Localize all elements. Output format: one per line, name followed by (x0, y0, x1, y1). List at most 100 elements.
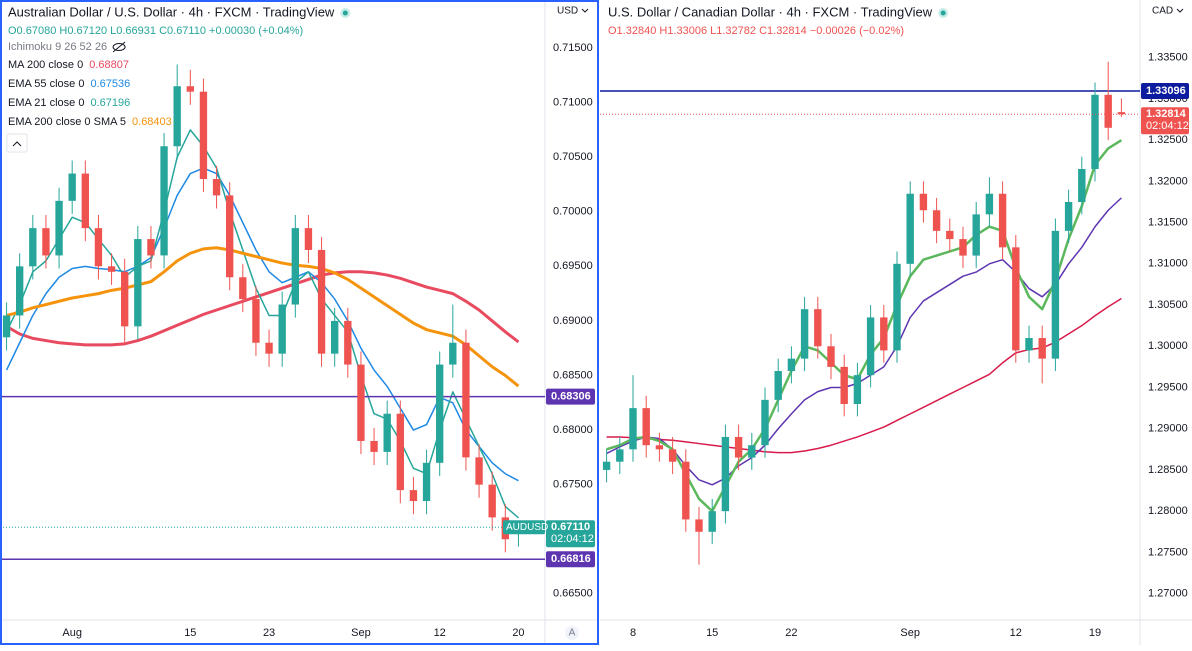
auto-button[interactable]: A (569, 628, 576, 639)
candle-body (2, 315, 11, 338)
chart-title: Australian Dollar / U.S. Dollar · 4h · F… (8, 4, 335, 19)
ma-line (5, 129, 519, 519)
ohlc-readout: O1.32840 H1.33006 L1.32782 C1.32814 −0.0… (608, 25, 904, 37)
candle-body (199, 91, 208, 180)
x-tick-label: 22 (785, 627, 797, 639)
candle-body (396, 413, 404, 491)
candle-body (840, 366, 848, 404)
candle-body (1078, 169, 1086, 202)
y-tick-label: 0.67500 (553, 479, 593, 491)
candle-body (488, 484, 496, 518)
last-price-tag (1141, 107, 1189, 135)
indicator-legend: Ichimoku 9 26 52 26 (8, 41, 107, 53)
x-tick-label: 19 (1089, 627, 1101, 639)
candle-body (147, 239, 155, 256)
candle-body (409, 490, 418, 502)
y-tick-label: 1.29500 (1148, 381, 1188, 393)
series-legend-name: MA 200 close 0 (8, 59, 83, 71)
x-tick-label: 12 (434, 627, 446, 639)
countdown-label: 02:04:12 (1146, 120, 1189, 132)
candle-body (602, 461, 611, 470)
candle-body (107, 266, 116, 272)
candle-body (422, 462, 431, 502)
candle-body (616, 449, 624, 462)
candle-body (344, 320, 352, 365)
candle-body (331, 320, 339, 354)
candle-body (94, 228, 103, 267)
y-tick-label: 1.27000 (1148, 588, 1188, 600)
horizontal-line-tag (546, 551, 595, 568)
candle-body (1038, 338, 1046, 359)
candle-body (42, 228, 50, 256)
candle-body (252, 299, 260, 343)
candle-body (748, 445, 756, 458)
symbol-tag (503, 520, 545, 535)
candle-body (998, 193, 1007, 248)
y-tick-label: 1.33500 (1148, 52, 1188, 64)
active-pane-border (0, 0, 599, 645)
candle-body (932, 210, 941, 231)
ma-line (6, 246, 520, 388)
candle-body (462, 342, 470, 458)
currency-label: USD (557, 6, 578, 17)
candle-body (866, 317, 875, 376)
series-legend-name: EMA 200 close 0 SMA 5 (8, 116, 126, 128)
candle-body (265, 342, 273, 354)
currency-chevron (581, 8, 589, 13)
ma-line (5, 167, 519, 482)
candle-body (906, 193, 914, 264)
series-legend-value: 0.68807 (89, 59, 129, 71)
candle-body (734, 436, 743, 458)
candle-body (357, 364, 365, 441)
legend-collapse-button[interactable] (6, 133, 28, 153)
y-tick-label: 1.31000 (1148, 258, 1188, 270)
horizontal-line-label: 0.68306 (551, 391, 591, 403)
candle-body (985, 193, 994, 215)
candle-body (1104, 94, 1112, 128)
y-tick-label: 1.31500 (1148, 217, 1188, 229)
horizontal-line-tag (1141, 83, 1189, 100)
hidden-eye-slash (112, 41, 126, 53)
auto-button-bg (565, 626, 579, 640)
horizontal-line-label: 1.33096 (1146, 85, 1186, 97)
candle-body (68, 173, 76, 201)
y-tick-label: 0.69000 (553, 315, 593, 327)
last-price-label: 0.67110 (551, 521, 590, 533)
countdown-label: 02:04:12 (551, 533, 594, 545)
last-price-tag (546, 520, 595, 548)
y-tick-label: 0.71000 (553, 97, 593, 109)
candle-body (668, 449, 677, 462)
candle-body (708, 511, 716, 532)
candle-body (304, 228, 313, 250)
currency-label: CAD (1152, 6, 1173, 17)
candle-body (1012, 247, 1020, 351)
candle-body (721, 436, 730, 512)
y-tick-label: 1.32500 (1148, 134, 1188, 146)
candle-body (880, 317, 888, 351)
series-legend-value: 0.67196 (90, 97, 130, 109)
candle-body (370, 440, 378, 452)
candle-body (186, 86, 194, 92)
ohlc-readout: O0.67080 H0.67120 L0.66931 C0.67110 +0.0… (8, 25, 303, 37)
candle-body (475, 457, 483, 485)
candle-body (121, 271, 129, 327)
horizontal-line-tag (546, 388, 595, 405)
y-tick-label: 1.28000 (1148, 505, 1188, 517)
x-tick-label: 8 (630, 627, 636, 639)
y-tick-label: 1.30000 (1148, 340, 1188, 352)
y-tick-label: 1.29000 (1148, 423, 1188, 435)
y-tick-label: 0.71500 (553, 42, 593, 54)
candle-body (972, 214, 980, 256)
candle-body (134, 239, 142, 327)
candle-body (761, 399, 769, 446)
candle-body (16, 266, 24, 316)
candle-body (383, 413, 391, 452)
candle-body (919, 193, 928, 211)
candle-body (655, 445, 664, 450)
currency-chevron (1176, 8, 1184, 13)
candle-body (1051, 230, 1060, 359)
candle-body (800, 309, 809, 359)
